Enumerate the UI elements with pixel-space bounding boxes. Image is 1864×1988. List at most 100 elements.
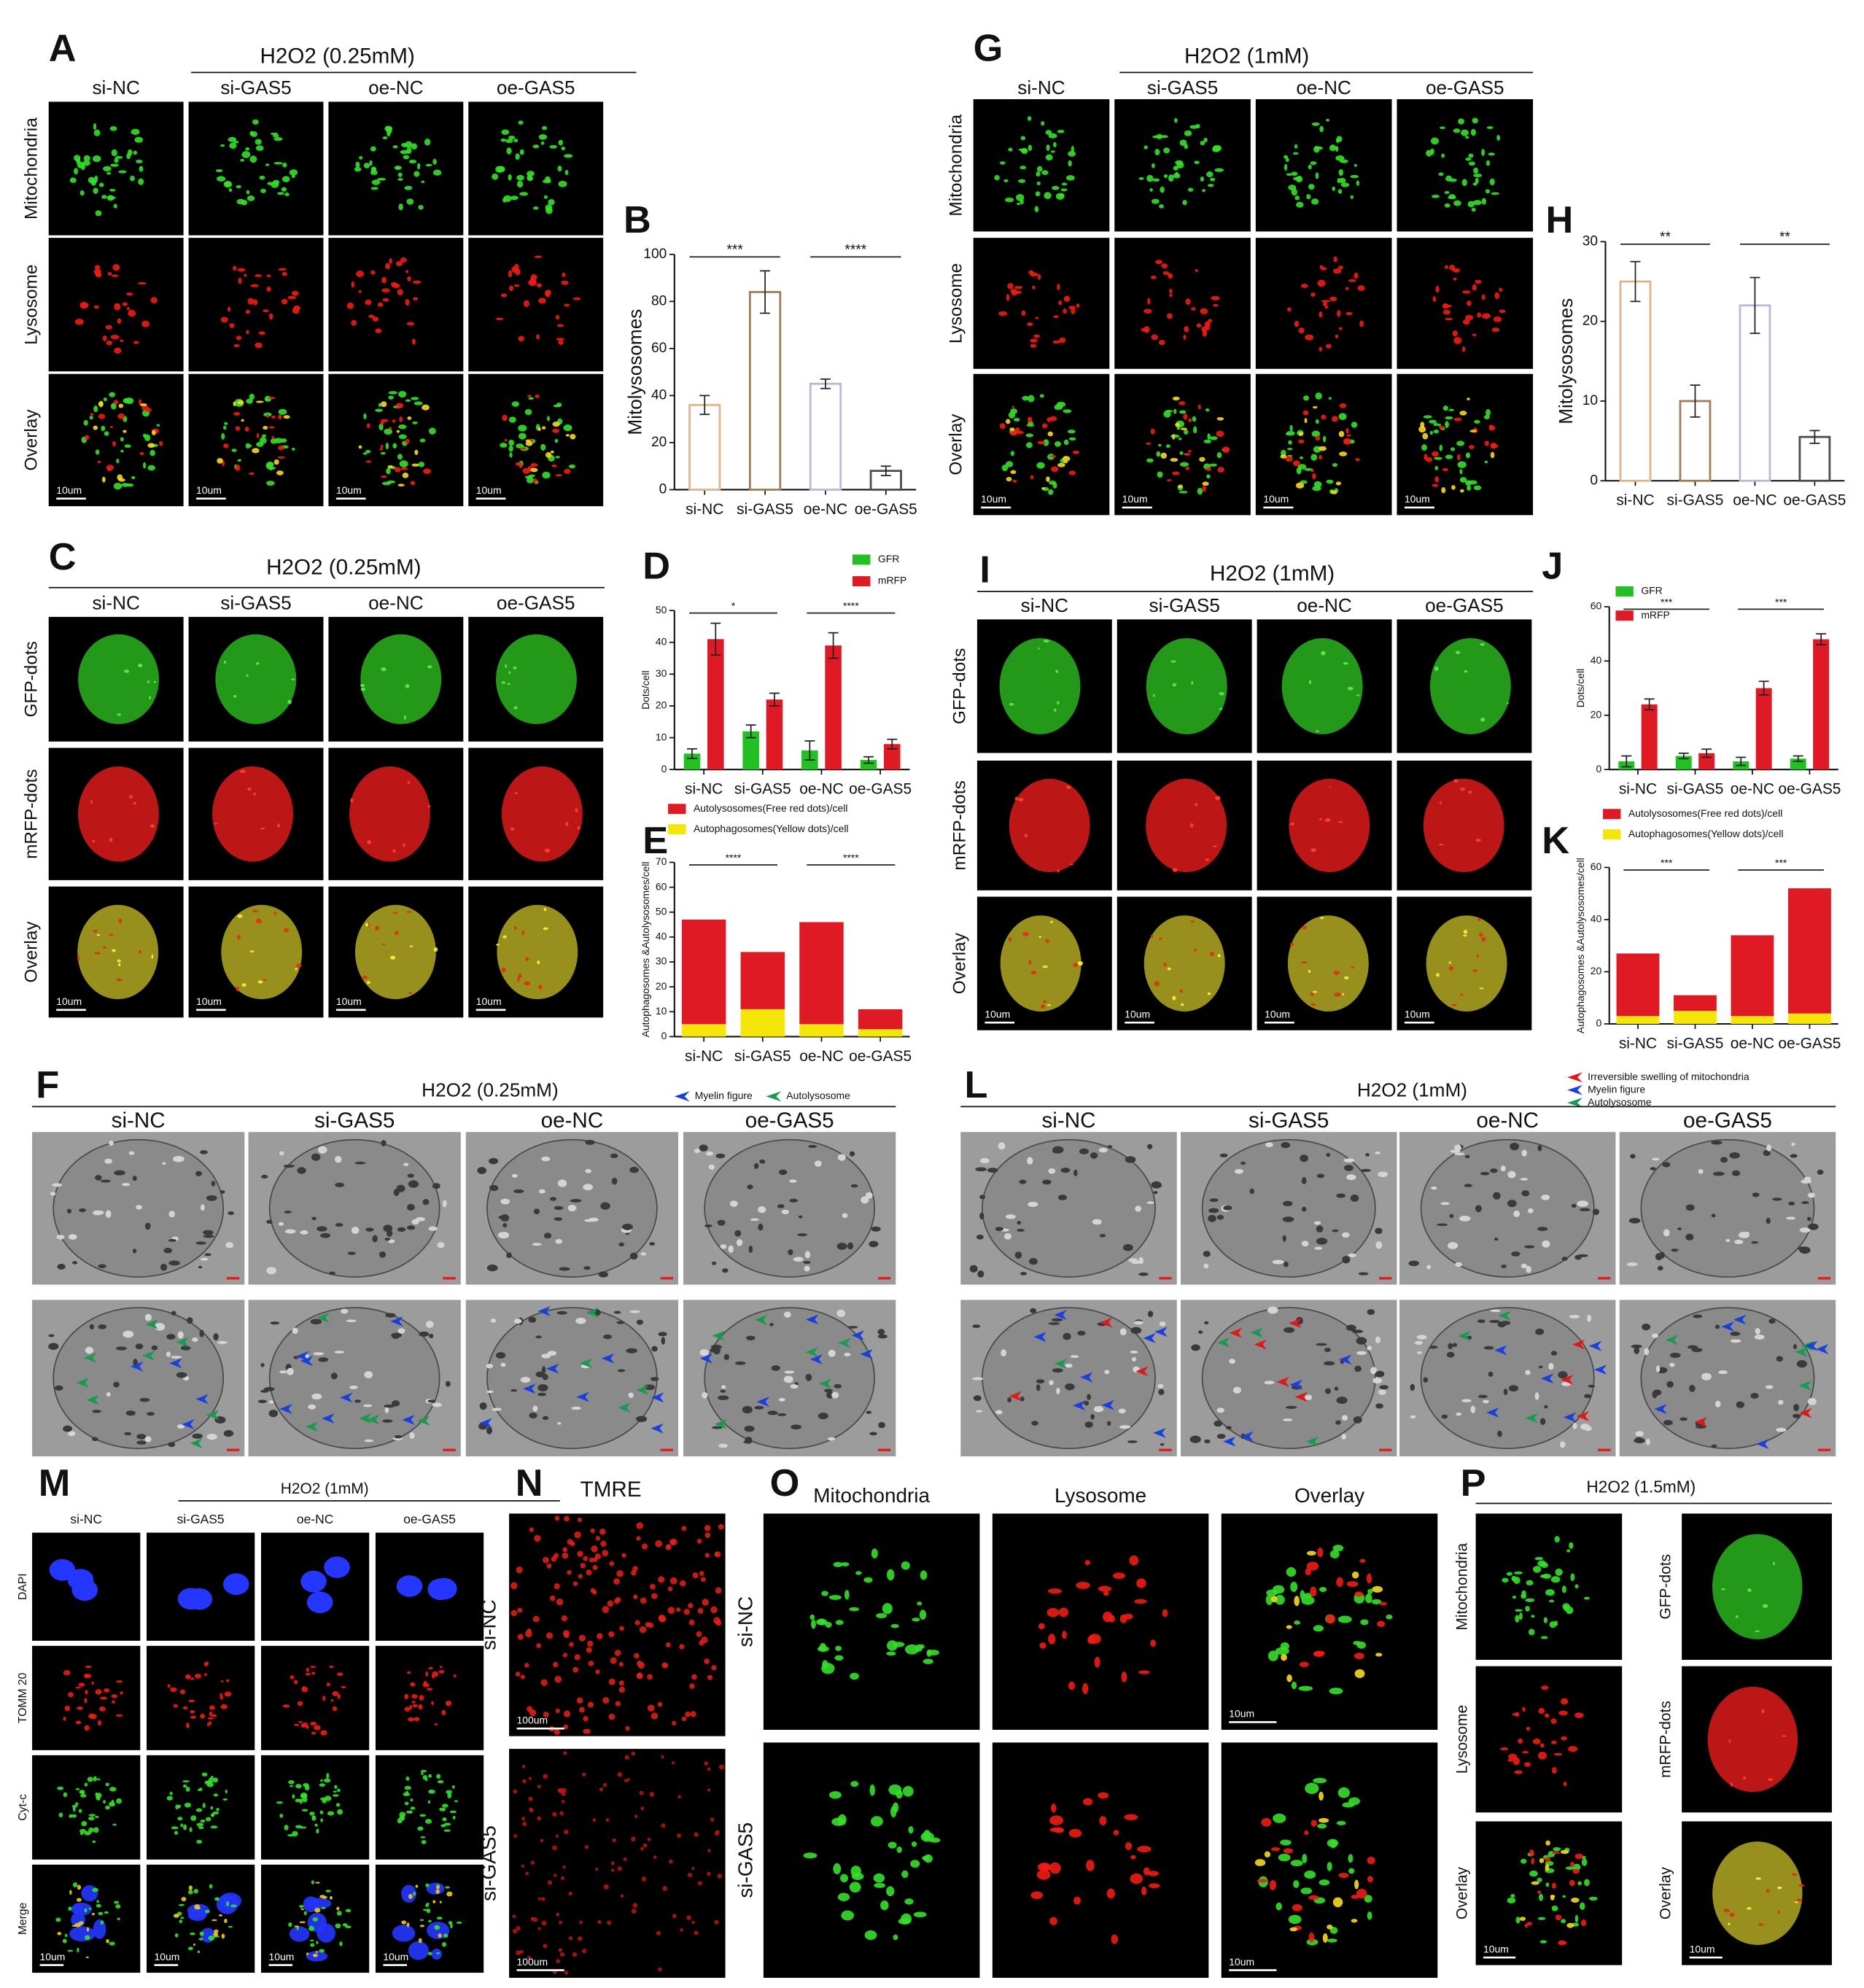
- organelle: [1312, 990, 1318, 993]
- organelle: [603, 1884, 609, 1890]
- organelle: [1041, 121, 1045, 126]
- organelle: [1313, 1777, 1327, 1784]
- organelle: [96, 1900, 99, 1903]
- organelle: [1179, 451, 1184, 455]
- organelle: [85, 1665, 92, 1669]
- organelle: [273, 162, 283, 165]
- significance-label: ***: [1775, 857, 1787, 869]
- em-organelle: [171, 1356, 182, 1359]
- organelle: [1386, 1614, 1393, 1620]
- organelle: [456, 1921, 462, 1924]
- organelle: [691, 1674, 697, 1680]
- organelle: [552, 1812, 557, 1817]
- organelle: [271, 435, 275, 439]
- organelle: [265, 414, 270, 418]
- organelle: [1046, 1004, 1052, 1006]
- em-organelle: [1464, 1184, 1473, 1187]
- em-organelle: [1375, 1227, 1383, 1235]
- organelle: [599, 1529, 606, 1535]
- organelle: [893, 1934, 898, 1941]
- organelle: [1488, 152, 1496, 156]
- organelle: [1162, 1609, 1168, 1618]
- em-organelle: [1090, 1413, 1095, 1420]
- arrowhead: [586, 1307, 599, 1318]
- organelle: [336, 1788, 341, 1793]
- em-organelle: [1539, 1418, 1546, 1426]
- organelle: [126, 483, 134, 487]
- organelle: [241, 983, 246, 987]
- organelle: [1512, 1757, 1521, 1766]
- scale-label: 10um: [154, 1951, 179, 1962]
- organelle: [501, 129, 510, 135]
- organelle: [1529, 1870, 1538, 1877]
- cell: [221, 904, 303, 1000]
- organelle: [871, 1816, 883, 1827]
- organelle: [500, 138, 506, 142]
- organelle: [506, 147, 512, 155]
- em-organelle: [661, 1337, 666, 1345]
- organelle: [1584, 1879, 1590, 1887]
- organelle: [1195, 268, 1199, 273]
- organelle: [841, 1910, 855, 1921]
- em-organelle: [409, 1432, 415, 1440]
- y-tick-label: 10: [656, 1005, 667, 1017]
- em-organelle: [187, 1317, 193, 1324]
- organelle: [1053, 1827, 1064, 1833]
- organelle: [1062, 456, 1071, 462]
- organelle: [1348, 279, 1356, 282]
- organelle: [509, 452, 513, 458]
- em-organelle: [803, 1261, 811, 1264]
- organelle: [206, 1782, 214, 1787]
- organelle: [95, 449, 100, 455]
- organelle: [1003, 179, 1009, 182]
- organelle: [1185, 298, 1191, 305]
- organelle: [276, 192, 285, 195]
- em-organelle: [392, 1334, 400, 1340]
- em-organelle: [1711, 1444, 1717, 1448]
- em-organelle: [1662, 1162, 1671, 1168]
- arrowhead: [1135, 1366, 1149, 1377]
- em-organelle: [746, 1335, 756, 1341]
- organelle: [1051, 466, 1059, 473]
- organelle: [639, 1626, 647, 1634]
- nucleus: [186, 1588, 213, 1610]
- organelle: [1356, 1641, 1367, 1649]
- em-organelle: [1092, 1219, 1102, 1225]
- organelle: [217, 457, 223, 464]
- arrowhead: [1240, 1431, 1254, 1442]
- em-organelle: [826, 1391, 834, 1399]
- arrowhead: [699, 1353, 713, 1364]
- organelle: [1265, 1594, 1273, 1605]
- organelle: [381, 276, 387, 284]
- scale-label: 10um: [1122, 493, 1148, 505]
- em-organelle: [223, 1429, 234, 1437]
- organelle: [128, 309, 136, 317]
- organelle: [508, 445, 513, 452]
- organelle: [188, 1885, 193, 1890]
- scale-bar: [1159, 1277, 1172, 1280]
- organelle: [1065, 785, 1071, 789]
- organelle: [1073, 963, 1079, 968]
- organelle: [96, 1778, 101, 1781]
- organelle: [1046, 144, 1050, 151]
- organelle: [382, 298, 389, 302]
- organelle: [700, 1577, 706, 1583]
- organelle: [93, 123, 97, 131]
- organelle: [1484, 460, 1488, 464]
- organelle: [401, 142, 408, 147]
- organelle: [113, 203, 117, 209]
- organelle: [1275, 1902, 1282, 1911]
- organelle: [410, 1806, 416, 1810]
- organelle: [1068, 1828, 1082, 1838]
- em-organelle: [388, 1239, 395, 1243]
- organelle: [1035, 191, 1041, 197]
- em-organelle: [147, 1412, 155, 1416]
- organelle: [1481, 149, 1486, 156]
- em-organelle: [710, 1348, 721, 1353]
- em-organelle: [500, 1198, 510, 1205]
- scale-bar: [877, 1277, 891, 1280]
- organelle: [453, 1674, 457, 1678]
- organelle: [1010, 470, 1017, 474]
- em-organelle: [63, 1425, 73, 1432]
- organelle: [237, 915, 243, 918]
